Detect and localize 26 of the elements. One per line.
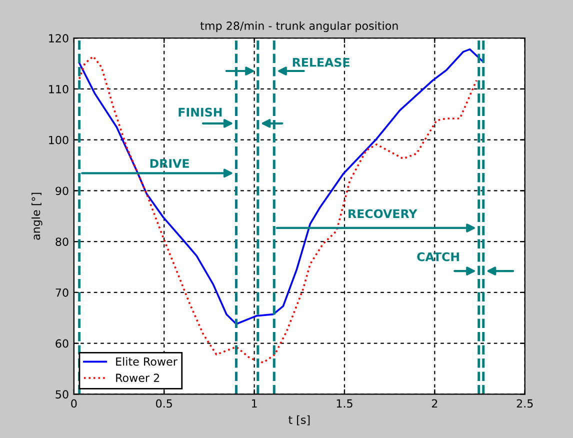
y-tick-label: 110 xyxy=(49,84,68,94)
y-tick-label: 90 xyxy=(56,186,68,196)
x-tick-label: 0 xyxy=(71,399,77,408)
x-tick-label: 0.5 xyxy=(156,399,172,408)
annotation: FINISH xyxy=(178,108,222,117)
y-tick-label: 80 xyxy=(56,238,68,246)
y-tick-label: 60 xyxy=(56,339,68,348)
annotation: DRIVE xyxy=(150,159,189,168)
y-axis-title: angle [°] xyxy=(32,192,42,240)
line-series xyxy=(78,56,478,364)
y-tick-label: 120 xyxy=(49,34,68,42)
y-tick-label: 100 xyxy=(49,136,68,144)
x-tick-label: 1 xyxy=(252,399,257,408)
x-tick-label: 2.5 xyxy=(516,399,533,408)
y-tick-label: 70 xyxy=(56,288,68,297)
x-tick-label: 1.5 xyxy=(336,399,352,408)
legend-label: Elite Rower xyxy=(116,357,178,366)
line-series xyxy=(78,48,484,325)
x-tick-label: 2 xyxy=(432,399,438,408)
legend-label: Rower 2 xyxy=(116,374,160,382)
annotation: RECOVERY xyxy=(348,209,418,218)
annotation: CATCH xyxy=(417,252,459,262)
y-tick-label: 50 xyxy=(56,390,68,399)
x-axis-title: t [s] xyxy=(288,415,310,426)
annotation: RELEASE xyxy=(292,58,350,67)
chart-title: tmp 28/min - trunk angular position xyxy=(200,21,398,32)
